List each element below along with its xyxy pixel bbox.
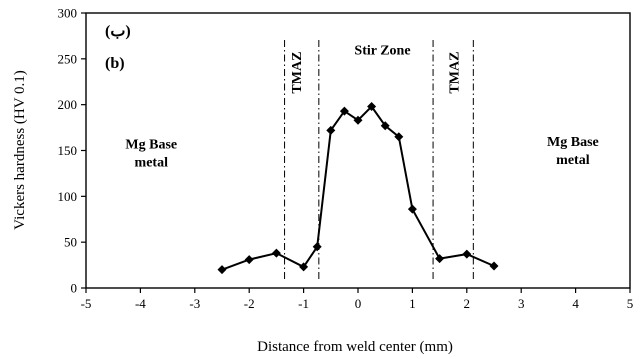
data-point-marker bbox=[407, 204, 417, 214]
data-point-marker bbox=[299, 262, 309, 272]
zone-label: TMAZ bbox=[448, 52, 463, 94]
hardness-series-line bbox=[221, 104, 495, 271]
data-point-marker bbox=[462, 249, 472, 259]
data-point-marker bbox=[326, 125, 336, 135]
zone-label: Mg Base metal bbox=[547, 135, 599, 168]
x-tick-label: -3 bbox=[189, 296, 200, 311]
data-point-marker bbox=[394, 132, 404, 142]
data-point-marker bbox=[353, 115, 363, 125]
data-point-marker bbox=[367, 102, 377, 111]
x-tick-label: -5 bbox=[81, 296, 92, 311]
data-point-marker bbox=[271, 248, 281, 258]
x-axis-title: Distance from weld center (mm) bbox=[257, 339, 453, 355]
panel-label-persian: (ب) bbox=[105, 23, 131, 40]
y-tick-label: 0 bbox=[71, 281, 78, 296]
zone-label: Stir Zone bbox=[354, 43, 410, 58]
panel-label-english: (b) bbox=[105, 55, 125, 72]
y-tick-label: 250 bbox=[58, 51, 78, 66]
zone-label: TMAZ bbox=[290, 52, 305, 94]
x-tick-label: 2 bbox=[464, 296, 471, 311]
data-point-marker bbox=[435, 254, 445, 264]
x-tick-label: 5 bbox=[627, 296, 634, 311]
zone-label: Mg Base metal bbox=[125, 138, 177, 171]
y-tick-label: 300 bbox=[58, 6, 78, 21]
data-point-marker bbox=[312, 242, 322, 252]
x-tick-label: 4 bbox=[572, 296, 579, 311]
y-axis-title: Vickers hardness (HV 0.1) bbox=[12, 70, 28, 230]
y-tick-label: 200 bbox=[58, 97, 78, 112]
data-point-marker bbox=[339, 106, 349, 116]
x-tick-label: -1 bbox=[298, 296, 309, 311]
x-tick-label: 3 bbox=[518, 296, 525, 311]
x-tick-label: 1 bbox=[409, 296, 416, 311]
x-tick-label: -4 bbox=[135, 296, 146, 311]
plot-layer: 0 50 100 150 200 250 300 -5 -4 -3 -2 -1 0 1 2 3 4 5 Mg Bas… bbox=[58, 6, 634, 312]
data-point-marker bbox=[244, 255, 254, 265]
x-tick-label: -2 bbox=[244, 296, 255, 311]
x-tick-label: 0 bbox=[355, 296, 362, 311]
data-point-marker bbox=[380, 121, 390, 131]
y-tick-label: 150 bbox=[58, 143, 78, 158]
data-point-marker bbox=[217, 265, 227, 275]
y-tick-label: 50 bbox=[64, 235, 77, 250]
y-tick-label: 100 bbox=[58, 189, 78, 204]
data-point-marker bbox=[489, 261, 499, 271]
